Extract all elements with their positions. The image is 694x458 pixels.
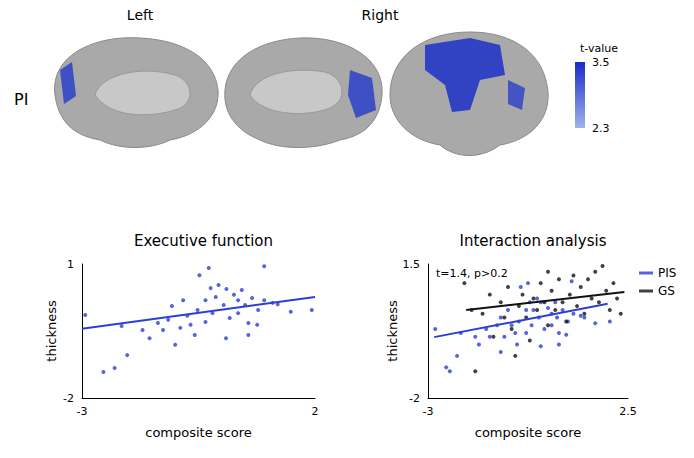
svg-text:Left: Left [127, 7, 154, 23]
svg-text:t-value: t-value [580, 42, 618, 55]
svg-text:1.5: 1.5 [403, 258, 421, 271]
svg-text:thickness: thickness [44, 300, 59, 362]
svg-text:1: 1 [67, 258, 74, 271]
svg-text:Interaction analysis: Interaction analysis [460, 232, 607, 250]
svg-text:composite score: composite score [145, 425, 252, 440]
svg-text:-2: -2 [409, 392, 420, 405]
svg-text:GS: GS [658, 284, 675, 298]
svg-text:-2: -2 [63, 392, 74, 405]
svg-text:Right: Right [362, 7, 399, 23]
svg-text:PIS: PIS [658, 266, 676, 280]
svg-text:composite score: composite score [475, 425, 582, 440]
svg-text:Executive function: Executive function [134, 232, 273, 250]
svg-text:-3: -3 [77, 405, 88, 418]
svg-text:2: 2 [312, 405, 319, 418]
svg-text:PI: PI [14, 90, 28, 109]
svg-text:-3: -3 [423, 405, 434, 418]
svg-text:2.3: 2.3 [592, 122, 610, 135]
svg-text:t=1.4, p>0.2: t=1.4, p>0.2 [436, 267, 508, 280]
svg-text:2.5: 2.5 [619, 405, 637, 418]
svg-text:3.5: 3.5 [592, 56, 610, 69]
svg-text:thickness: thickness [385, 300, 400, 362]
